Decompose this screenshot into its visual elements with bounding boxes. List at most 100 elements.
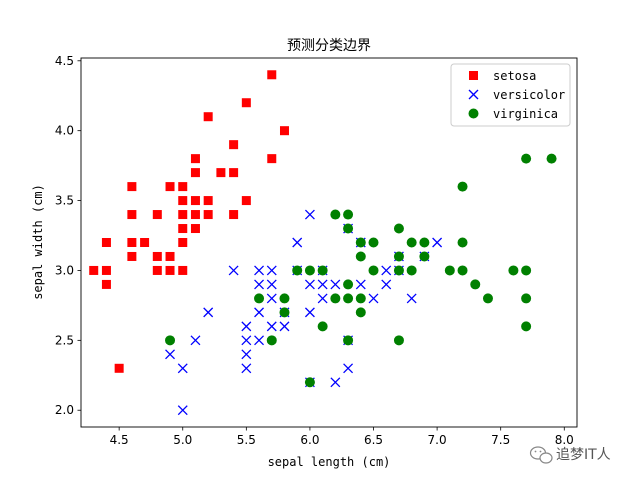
point-setosa	[190, 210, 200, 220]
point-virginica	[355, 307, 366, 318]
point-virginica	[521, 153, 532, 164]
point-versicolor	[254, 307, 265, 318]
point-setosa	[101, 279, 111, 289]
point-setosa	[190, 154, 200, 164]
y-tick-label: 3.5	[55, 194, 74, 208]
point-virginica	[393, 265, 404, 276]
point-versicolor	[355, 279, 366, 290]
point-virginica	[406, 265, 417, 276]
point-virginica	[457, 265, 468, 276]
x-tick-label: 6.5	[364, 433, 383, 447]
y-tick-label: 2.0	[55, 403, 74, 417]
legend-label-virginica: virginica	[493, 107, 558, 121]
y-tick-label: 3.0	[55, 263, 74, 277]
y-tick-label: 4.0	[55, 124, 74, 138]
point-setosa	[89, 265, 99, 275]
point-virginica	[521, 265, 532, 276]
point-versicolor	[279, 321, 290, 332]
point-versicolor	[292, 237, 303, 248]
point-virginica	[419, 237, 430, 248]
point-versicolor	[177, 405, 188, 416]
point-virginica	[165, 335, 176, 346]
point-virginica	[355, 251, 366, 262]
point-virginica	[317, 321, 328, 332]
point-versicolor	[304, 279, 315, 290]
point-setosa	[229, 210, 239, 220]
point-virginica	[521, 293, 532, 304]
point-versicolor	[177, 363, 188, 374]
point-virginica	[521, 321, 532, 332]
point-virginica	[343, 209, 354, 220]
data-marks	[89, 70, 557, 416]
point-virginica	[266, 335, 277, 346]
point-virginica	[355, 237, 366, 248]
point-virginica	[444, 265, 455, 276]
legend-label-versicolor: versicolor	[493, 88, 565, 102]
point-virginica	[393, 223, 404, 234]
point-setosa	[178, 210, 188, 220]
point-setosa	[203, 112, 213, 122]
watermark: 追梦IT人	[529, 446, 611, 464]
plot-frame	[80, 57, 578, 428]
point-versicolor	[304, 307, 315, 318]
point-setosa	[152, 251, 162, 261]
point-virginica	[330, 293, 341, 304]
point-versicolor	[241, 363, 252, 374]
x-tick-label: 5.5	[237, 433, 256, 447]
point-virginica	[393, 251, 404, 262]
point-virginica	[304, 377, 315, 388]
point-setosa	[165, 182, 175, 192]
chart-title: 预测分类边界	[287, 38, 371, 54]
point-virginica	[279, 307, 290, 318]
point-setosa	[190, 224, 200, 234]
y-tick-label: 2.5	[55, 333, 74, 347]
point-setosa	[127, 182, 137, 192]
point-versicolor	[343, 363, 354, 374]
point-versicolor	[432, 237, 443, 248]
x-tick-label: 6.0	[300, 433, 319, 447]
point-versicolor	[190, 335, 201, 346]
point-versicolor	[266, 293, 277, 304]
point-setosa	[101, 265, 111, 275]
point-versicolor	[266, 279, 277, 290]
point-virginica	[304, 265, 315, 276]
legend-label-setosa: setosa	[493, 69, 536, 83]
legend-marker-virginica	[468, 108, 479, 119]
legend-marker-versicolor	[468, 89, 479, 100]
point-versicolor	[304, 209, 315, 220]
point-setosa	[152, 210, 162, 220]
x-tick-label: 5.0	[173, 433, 192, 447]
point-setosa	[229, 168, 239, 178]
point-versicolor	[317, 279, 328, 290]
point-setosa	[140, 238, 150, 247]
point-setosa	[165, 265, 175, 275]
x-axis-ticks: 4.5 5.0 5.5 6.0 6.5 7.0 7.5 8.0	[110, 427, 574, 447]
point-virginica	[457, 181, 468, 192]
point-setosa	[152, 265, 162, 275]
point-versicolor	[241, 335, 252, 346]
point-virginica	[355, 293, 366, 304]
point-setosa	[216, 168, 226, 178]
x-tick-label: 8.0	[555, 433, 574, 447]
point-virginica	[508, 265, 519, 276]
point-versicolor	[368, 293, 379, 304]
point-virginica	[406, 237, 417, 248]
point-virginica	[343, 223, 354, 234]
point-setosa	[203, 210, 213, 220]
point-setosa	[178, 224, 188, 234]
point-versicolor	[381, 279, 392, 290]
point-virginica	[393, 335, 404, 346]
legend-marker-setosa	[469, 71, 478, 80]
point-versicolor	[381, 265, 392, 276]
point-setosa	[229, 140, 239, 150]
point-setosa	[127, 238, 137, 247]
point-versicolor	[165, 349, 175, 360]
point-setosa	[178, 196, 188, 206]
point-virginica	[343, 279, 354, 290]
point-setosa	[101, 238, 111, 247]
point-setosa	[178, 238, 188, 247]
point-setosa	[190, 196, 200, 206]
point-versicolor	[266, 321, 277, 332]
x-tick-label: 7.0	[428, 433, 447, 447]
